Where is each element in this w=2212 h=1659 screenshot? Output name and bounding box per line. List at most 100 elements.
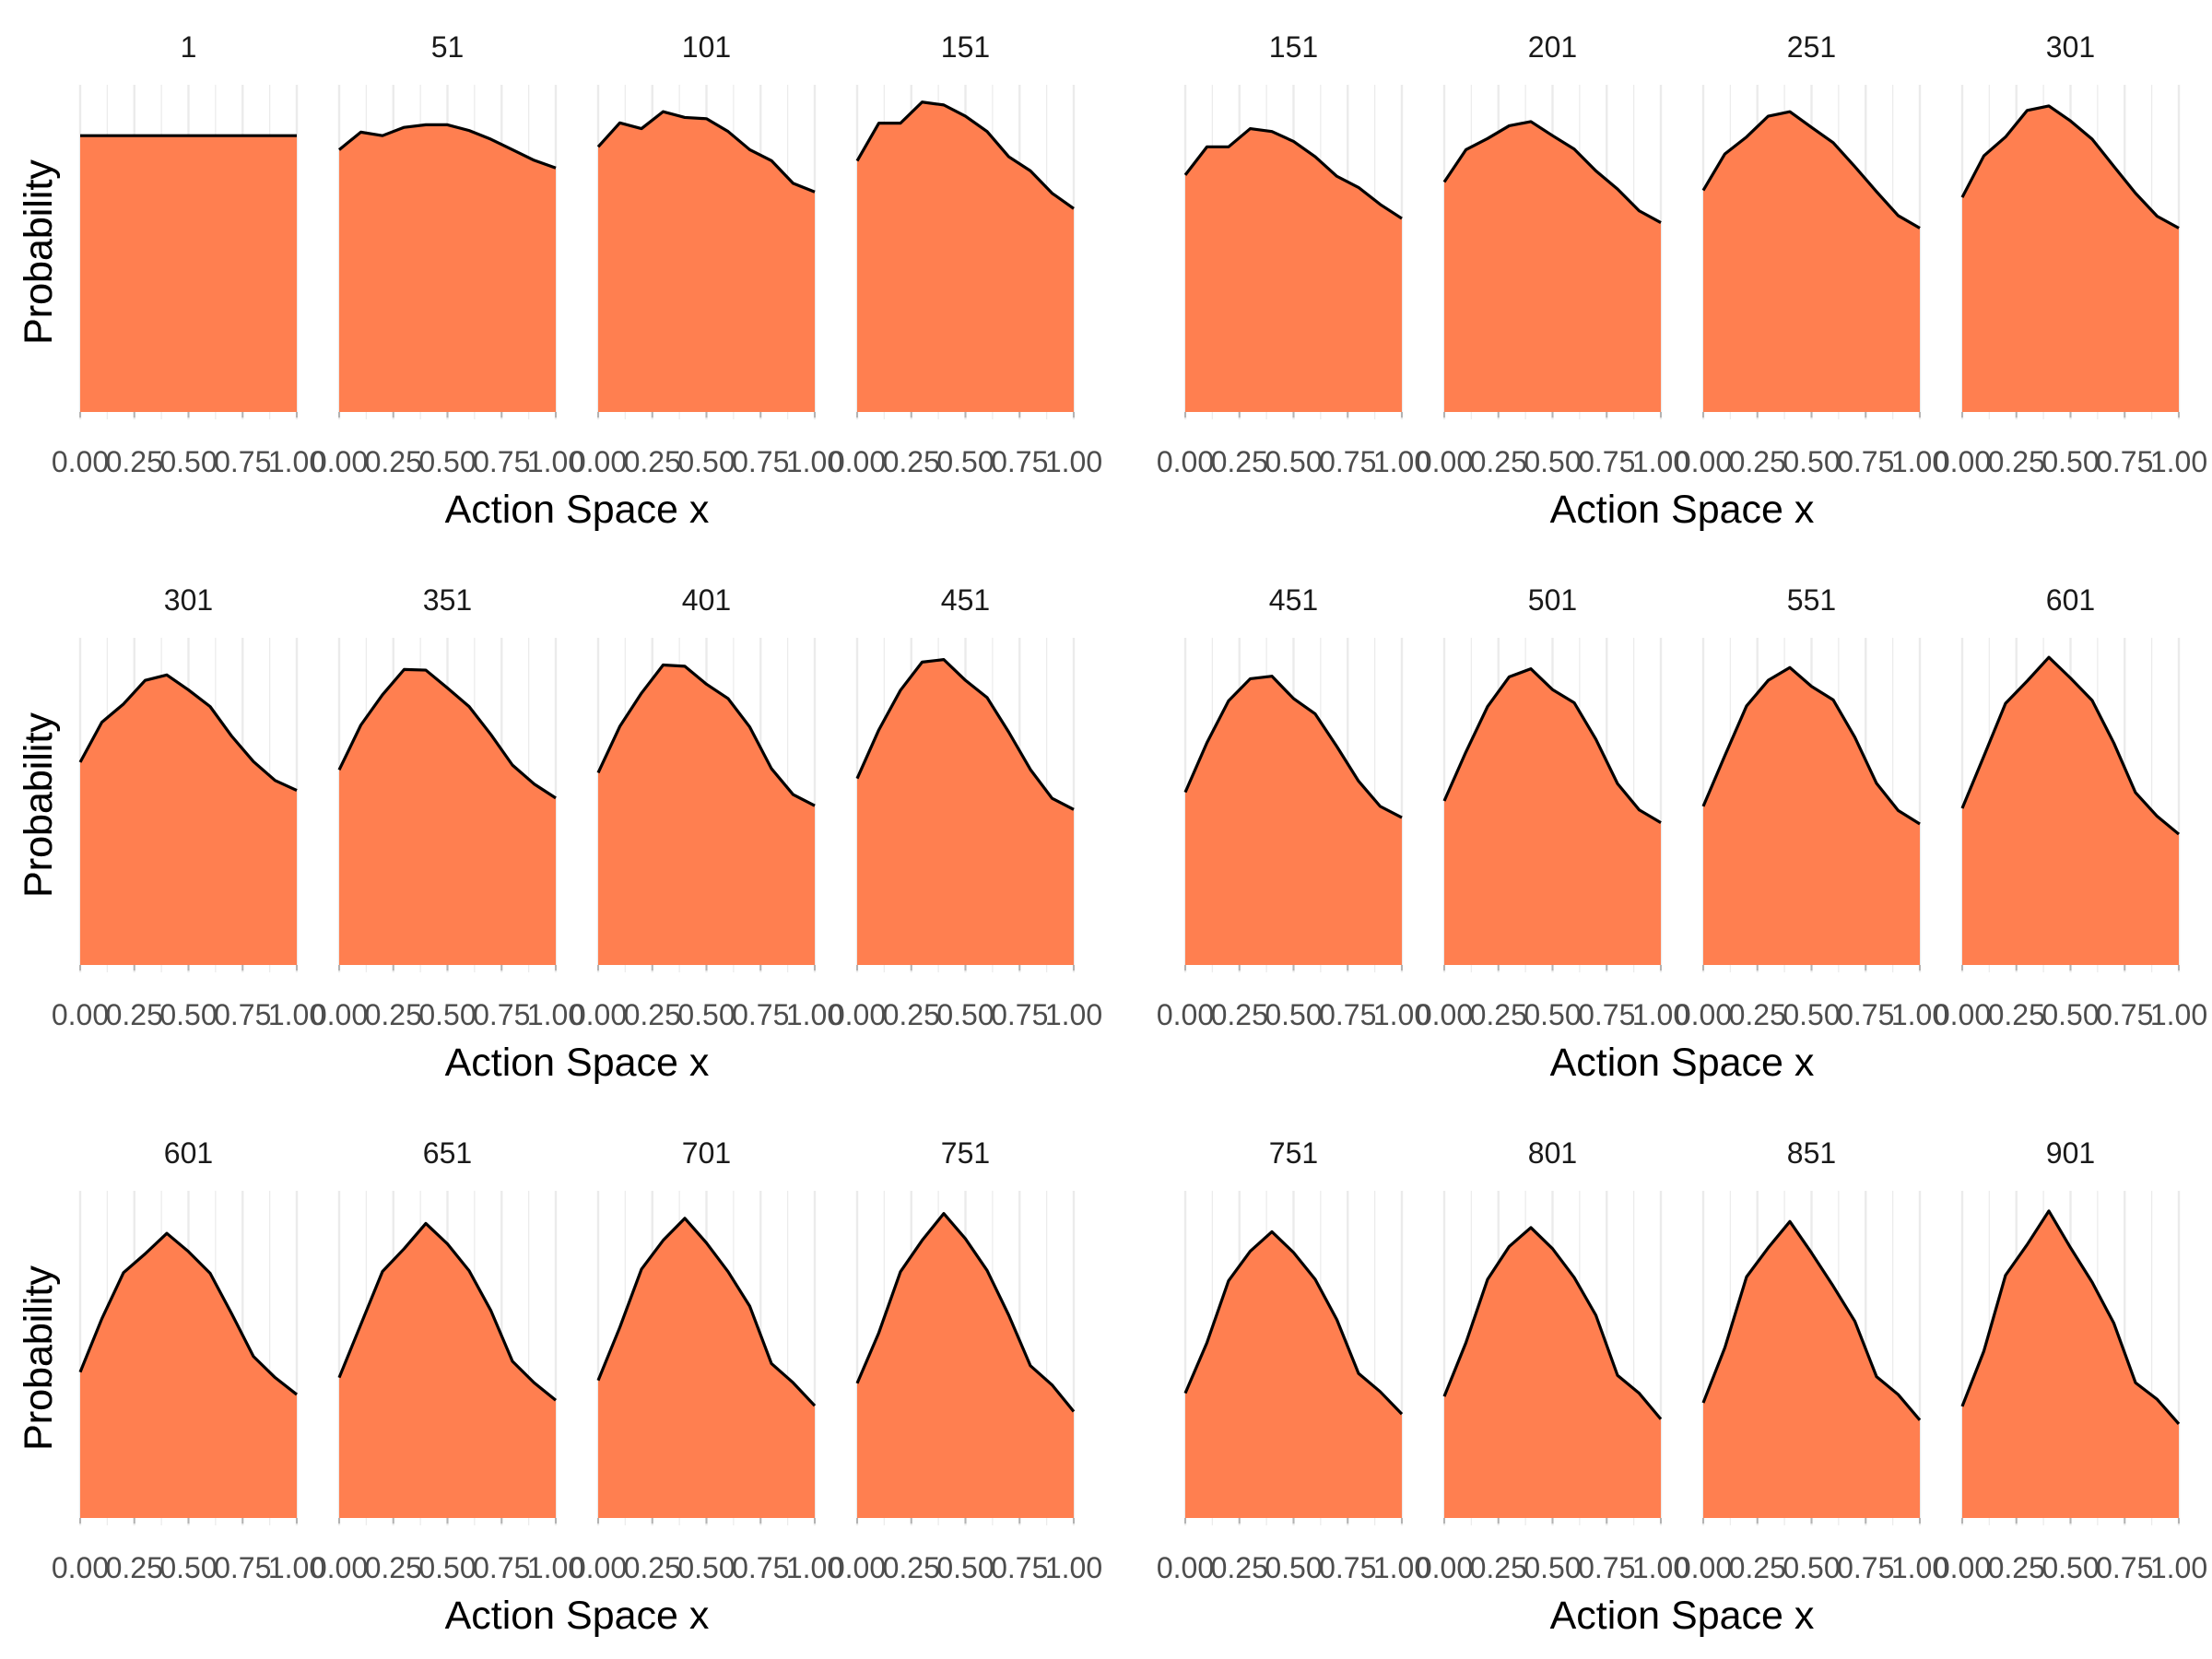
density-line [1183,126,1403,220]
panel-title: 601 [164,1136,213,1170]
x-tick-label: 1.00 [1632,1551,1689,1584]
density-area [857,101,1074,412]
density-line [78,673,298,792]
x-tick-label: 0.50 [1265,445,1322,478]
x-tick-label: 0.00 [570,445,627,478]
facet-panel-601: 601 0.000.250.500.751.00 [52,1136,325,1584]
x-tick-label: 1.00 [1373,998,1430,1031]
x-tick-label: 0.50 [2041,445,2099,478]
x-axis-title: Action Space x [1550,1594,1815,1638]
x-tick-label: 0.25 [624,998,681,1031]
density-area [1444,121,1661,412]
density-line [1960,104,2180,229]
x-tick-label: 0.75 [214,998,271,1031]
density-line [1442,1226,1663,1420]
panel-title: 401 [682,583,731,617]
x-tick-label: 0.00 [52,1551,109,1584]
x-tick-label: 0.75 [991,998,1048,1031]
facet-panel-301: 301 0.000.250.500.751.00 [1934,30,2207,478]
facet-panel-1: 1 0.000.250.500.751.00 [52,30,325,478]
x-tick-label: 0.50 [677,1551,735,1584]
facet-panel-151: 151 0.000.250.500.751.00 [1157,30,1430,478]
panel-title: 501 [1528,583,1577,617]
x-tick-label: 0.00 [311,1551,368,1584]
density-line [596,1217,817,1407]
facet-panel-151: 151 0.000.250.500.751.00 [829,30,1102,478]
facet-panel-651: 651 0.000.250.500.751.00 [311,1136,584,1584]
x-tick-label: 0.50 [418,1551,476,1584]
x-tick-label: 0.00 [1157,998,1214,1031]
panel-title: 651 [423,1136,472,1170]
density-area [1444,668,1661,965]
y-axis-title: Probability [17,712,61,898]
facet-panel-401: 401 0.000.250.500.751.00 [570,583,843,1031]
x-tick-label: 0.00 [829,998,886,1031]
x-tick-label: 0.00 [52,998,109,1031]
facet-group-2: Probability Action Space x 1510.000.250.50… [17,30,2207,532]
density-area [339,1223,556,1518]
x-axis-title: Action Space x [445,1594,710,1638]
x-tick-label: 0.50 [2041,998,2099,1031]
x-tick-label: 0.00 [1157,445,1214,478]
x-tick-label: 0.75 [1578,1551,1635,1584]
x-tick-label: 1.00 [786,998,843,1031]
y-axis-title: Probability [17,712,61,898]
density-area [1962,105,2179,413]
panel-title: 101 [682,30,731,64]
x-tick-label: 0.00 [829,445,886,478]
density-area [80,1233,297,1518]
x-tick-label: 0.75 [1837,445,1894,478]
y-axis-title: Probability [17,159,61,345]
x-tick-label: 1.00 [1891,445,1948,478]
facet-panel-501: 501 0.000.250.500.751.00 [1416,583,1689,1031]
facet-panel-801: 801 0.000.250.500.751.00 [1416,1136,1689,1584]
panel-title: 751 [941,1136,990,1170]
x-tick-label: 0.50 [159,1551,217,1584]
facet-panel-351: 351 0.000.250.500.751.00 [311,583,584,1031]
x-tick-label: 0.25 [106,998,163,1031]
x-tick-label: 0.50 [936,1551,994,1584]
density-line [855,658,1075,811]
density-area [1962,657,2179,965]
x-tick-label: 0.00 [1416,445,1473,478]
x-tick-label: 0.75 [1837,998,1894,1031]
x-tick-label: 0.50 [418,445,476,478]
x-tick-label: 0.25 [1211,998,1268,1031]
panel-title: 601 [2046,583,2095,617]
x-tick-label: 0.75 [473,445,530,478]
facet-panel-601: 601 0.000.250.500.751.00 [1934,583,2207,1031]
facet-panel-251: 251 0.000.250.500.751.00 [1675,30,1948,478]
x-tick-label: 0.50 [1524,1551,1581,1584]
x-tick-label: 1.00 [2150,1551,2207,1584]
panel-title: 301 [2046,30,2095,64]
x-tick-label: 1.00 [2150,998,2207,1031]
x-tick-label: 0.00 [1416,1551,1473,1584]
x-tick-label: 0.50 [1265,1551,1322,1584]
density-area [339,669,556,965]
facet-panel-201: 201 0.000.250.500.751.00 [1416,30,1689,478]
x-tick-label: 0.25 [1729,998,1786,1031]
panel-title: 901 [2046,1136,2095,1170]
panel-title: 51 [431,30,465,64]
panel-title: 851 [1787,1136,1836,1170]
x-tick-label: 0.25 [883,445,940,478]
density-area [1185,128,1402,413]
x-tick-label: 1.00 [527,445,584,478]
x-tick-label: 0.50 [1524,445,1581,478]
x-tick-label: 0.75 [2096,1551,2153,1584]
x-axis-title: Action Space x [1550,488,1815,532]
density-area [598,665,815,965]
density-line [1183,675,1403,819]
x-tick-label: 0.25 [1211,445,1268,478]
density-line [1183,1230,1404,1416]
panel-title: 201 [1528,30,1577,64]
x-tick-label: 0.25 [1729,445,1786,478]
density-area [1444,1227,1661,1518]
density-line [1442,667,1662,824]
x-tick-label: 0.75 [214,1551,271,1584]
x-tick-label: 0.00 [311,998,368,1031]
x-tick-label: 0.50 [1524,998,1581,1031]
density-line [337,1221,558,1402]
